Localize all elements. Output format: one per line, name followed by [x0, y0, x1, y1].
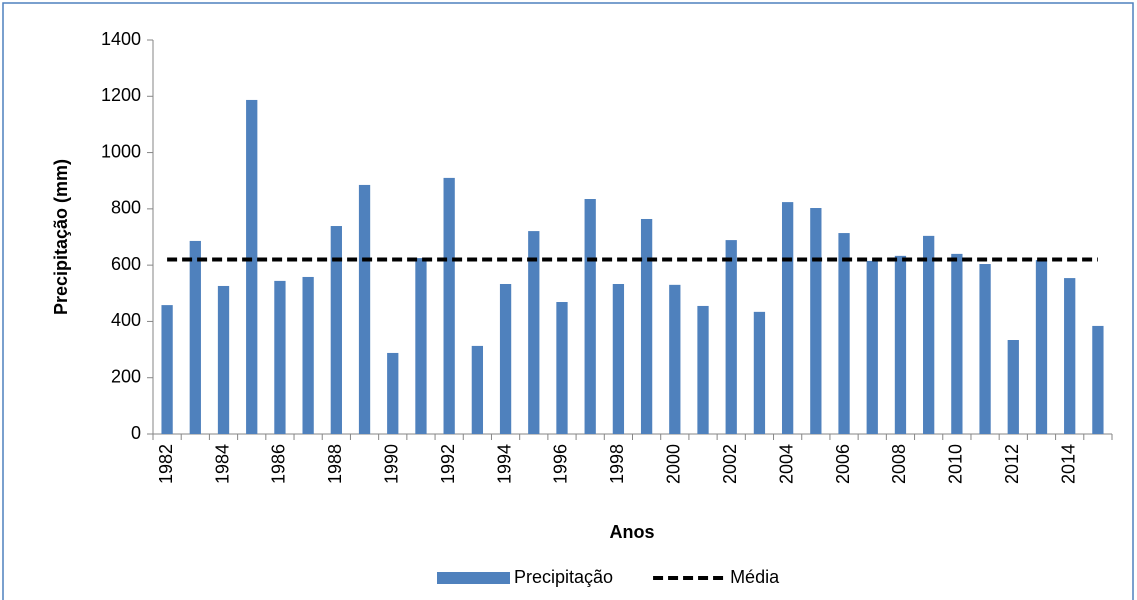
bar	[189, 240, 201, 434]
y-tick-label: 1200	[101, 85, 141, 105]
y-tick-label: 0	[131, 423, 141, 443]
x-tick-label: 1996	[551, 444, 571, 484]
bar	[556, 302, 568, 434]
bar	[415, 258, 427, 434]
legend-swatch	[437, 572, 510, 584]
y-tick-label: 800	[111, 198, 141, 218]
legend-label: Precipitação	[514, 567, 613, 587]
bar	[781, 202, 794, 434]
bar	[387, 352, 399, 434]
x-tick-label: 2014	[1058, 444, 1078, 484]
bar	[725, 240, 737, 434]
bar	[499, 283, 512, 434]
bar	[838, 233, 850, 434]
bar	[810, 208, 822, 434]
bar	[866, 260, 878, 434]
x-tick-label: 1992	[438, 444, 458, 484]
bar	[330, 226, 342, 434]
x-tick-label: 1984	[212, 444, 232, 484]
x-tick-label: 1990	[382, 444, 402, 484]
bar	[302, 276, 314, 434]
x-tick-label: 1986	[269, 444, 289, 484]
bar	[246, 99, 258, 435]
bar	[951, 253, 963, 434]
bar	[528, 231, 540, 434]
bar	[161, 305, 173, 434]
legend-label: Média	[730, 567, 780, 587]
x-axis-title: Anos	[610, 522, 655, 542]
bar	[471, 345, 484, 434]
bar	[1092, 325, 1104, 434]
y-tick-label: 1400	[101, 29, 141, 49]
x-tick-label: 1994	[494, 444, 514, 484]
bar	[640, 218, 653, 434]
x-tick-label: 2010	[946, 444, 966, 484]
x-tick-label: 2012	[1002, 444, 1022, 484]
bar	[669, 284, 681, 434]
bar	[923, 235, 935, 434]
bar	[443, 177, 455, 434]
x-tick-label: 1998	[607, 444, 627, 484]
x-tick-label: 2004	[776, 444, 796, 484]
y-tick-label: 600	[111, 254, 141, 274]
bar	[979, 264, 991, 434]
y-tick-label: 400	[111, 310, 141, 330]
bar	[1007, 340, 1019, 434]
x-tick-label: 2000	[664, 444, 684, 484]
x-tick-label: 2008	[889, 444, 909, 484]
y-tick-label: 1000	[101, 141, 141, 161]
y-axis-title: Precipitação (mm)	[51, 159, 71, 315]
bar	[697, 305, 709, 434]
bar	[217, 285, 230, 434]
bar	[1035, 260, 1048, 434]
bar	[894, 255, 907, 434]
x-tick-label: 2002	[720, 444, 740, 484]
bar	[612, 283, 625, 434]
bar	[1064, 278, 1076, 434]
y-tick-label: 200	[111, 366, 141, 386]
bar	[753, 311, 766, 434]
bar	[358, 184, 371, 434]
bar	[274, 280, 286, 434]
x-tick-label: 2006	[833, 444, 853, 484]
x-tick-label: 1988	[325, 444, 345, 484]
bar	[584, 199, 596, 434]
x-tick-label: 1982	[156, 444, 176, 484]
